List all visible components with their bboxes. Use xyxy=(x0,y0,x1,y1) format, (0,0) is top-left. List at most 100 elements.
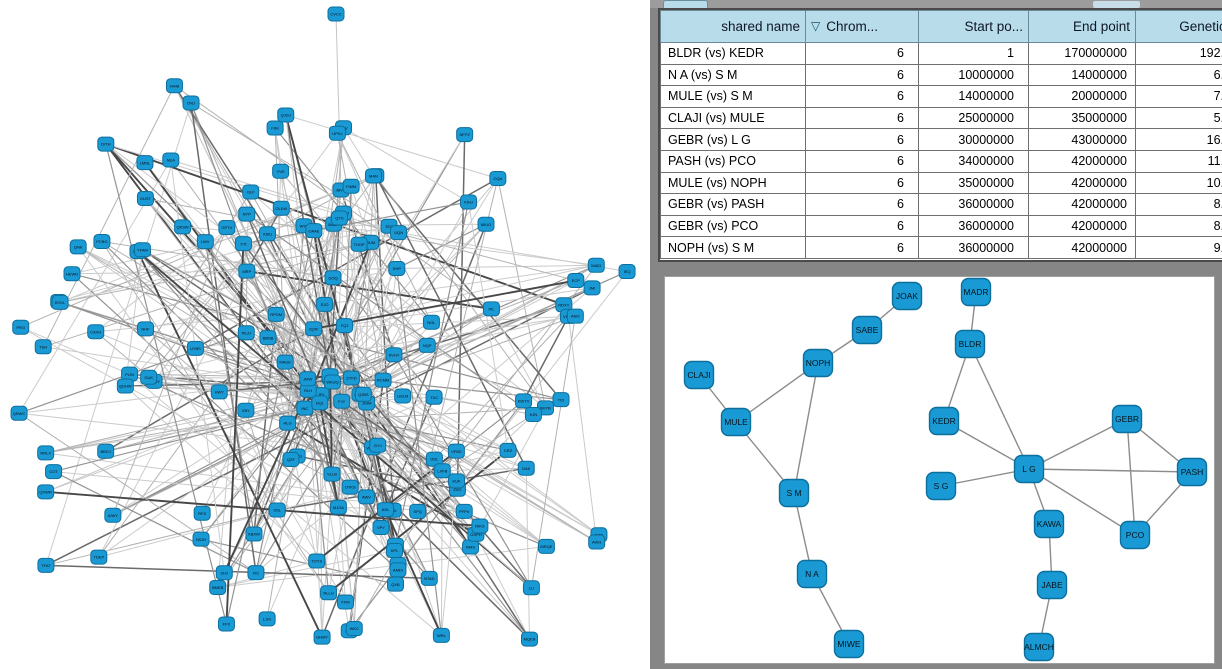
network-node[interactable]: FJY xyxy=(333,393,351,409)
network-node[interactable]: NSJH xyxy=(192,531,210,547)
network-node[interactable]: IUWY xyxy=(104,507,122,523)
cell[interactable]: 6 xyxy=(805,171,919,195)
network-node[interactable]: LSO xyxy=(258,611,276,627)
network-node[interactable]: QKSW xyxy=(174,219,192,235)
network-node[interactable]: PIJN xyxy=(121,366,139,382)
network-node[interactable]: UYBS xyxy=(186,340,204,356)
network-node[interactable]: TXC xyxy=(425,389,443,405)
cell[interactable]: 35000000 xyxy=(918,171,1029,195)
network-edge[interactable] xyxy=(124,249,143,387)
network-node[interactable]: HIHB xyxy=(165,78,183,94)
network-edge[interactable] xyxy=(385,414,534,511)
network-edge[interactable] xyxy=(204,241,600,536)
cell[interactable]: GEBR (vs) L G xyxy=(660,128,806,151)
network-node[interactable]: QTS xyxy=(330,210,348,226)
network-node[interactable]: GUST xyxy=(136,190,154,206)
network-node[interactable]: PFPV xyxy=(455,503,473,519)
network-edge[interactable] xyxy=(182,226,331,377)
cell[interactable]: 25000000 xyxy=(918,106,1029,130)
network-node[interactable]: AWG xyxy=(588,534,606,550)
cell[interactable]: 42000000 xyxy=(1028,171,1136,195)
network-node-SABE[interactable]: SABE xyxy=(851,315,883,345)
network-node[interactable]: ONJ xyxy=(182,95,200,111)
network-edge[interactable] xyxy=(246,213,322,395)
network-node[interactable]: OTKS xyxy=(341,479,359,495)
splitter-handle[interactable] xyxy=(1093,1,1140,8)
network-node-PASH[interactable]: PASH xyxy=(1176,457,1208,487)
network-edge[interactable] xyxy=(45,490,480,527)
network-node[interactable]: QXB xyxy=(387,576,405,592)
network-edge[interactable] xyxy=(332,381,443,472)
cell[interactable]: 192.0 xyxy=(1135,42,1222,65)
network-node[interactable]: LXFB xyxy=(433,463,451,479)
network-node[interactable]: QVWR xyxy=(37,484,55,500)
network-node-KEDR[interactable]: KEDR xyxy=(928,406,960,436)
network-edge[interactable] xyxy=(313,279,576,330)
network-node[interactable]: MRP xyxy=(238,263,256,279)
network-node[interactable]: GHMY xyxy=(313,629,331,645)
network-edge[interactable] xyxy=(20,326,382,528)
network-node[interactable]: MQEB xyxy=(521,631,539,647)
cell[interactable]: 6 xyxy=(805,63,919,87)
network-node[interactable]: CRZ xyxy=(499,442,517,458)
cell[interactable]: 6 xyxy=(805,214,919,238)
network-edge[interactable] xyxy=(255,509,278,573)
network-node[interactable]: NHF xyxy=(137,321,155,337)
network-node[interactable]: YFAM xyxy=(133,242,151,258)
network-node[interactable]: GPTV xyxy=(218,220,236,236)
network-edge[interactable] xyxy=(174,85,492,310)
network-edge[interactable] xyxy=(190,102,257,573)
network-edge[interactable] xyxy=(324,264,597,305)
network-edge[interactable] xyxy=(359,393,527,469)
cell[interactable]: MULE (vs) NOPH xyxy=(660,171,806,195)
network-node[interactable]: ECP xyxy=(567,273,585,289)
network-edge[interactable] xyxy=(153,315,576,382)
network-node[interactable]: OQA xyxy=(489,170,507,186)
network-edge[interactable] xyxy=(343,127,469,203)
network-node[interactable]: SSL xyxy=(268,502,286,518)
network-edge[interactable] xyxy=(328,402,368,593)
network-node[interactable]: INC xyxy=(296,400,314,416)
network-node[interactable]: PEJJ xyxy=(237,325,255,341)
network-node[interactable]: DAK xyxy=(517,460,535,476)
cell[interactable]: 170000000 xyxy=(1028,42,1136,65)
network-edge[interactable] xyxy=(337,186,352,508)
network-node-SG[interactable]: S G xyxy=(925,471,957,501)
network-node[interactable]: QZF xyxy=(282,451,300,467)
network-edge[interactable] xyxy=(359,315,576,395)
cell[interactable]: 11.4 xyxy=(1135,149,1222,173)
network-node[interactable]: JMW xyxy=(299,371,317,387)
network-node-LG[interactable]: L G xyxy=(1013,454,1045,484)
network-node[interactable]: AWV xyxy=(357,489,375,505)
network-edge[interactable] xyxy=(417,511,530,640)
network-edge[interactable] xyxy=(45,102,192,566)
network-edge[interactable] xyxy=(468,201,509,451)
cell[interactable]: 5.9 xyxy=(1135,106,1222,130)
cell[interactable]: 42000000 xyxy=(1028,214,1136,238)
network-node[interactable]: NTAD xyxy=(420,570,438,586)
network-node[interactable]: WKC xyxy=(345,621,363,637)
network-edge[interactable] xyxy=(393,354,532,589)
network-edge-LG-PASH[interactable] xyxy=(1028,468,1193,473)
cell[interactable]: 6 xyxy=(805,236,919,259)
network-edge[interactable] xyxy=(319,402,457,482)
network-edge[interactable] xyxy=(336,133,384,381)
network-node[interactable]: FIC xyxy=(247,565,265,581)
network-node[interactable]: MIUO xyxy=(477,216,495,232)
network-node-MIWE[interactable]: MIWE xyxy=(833,629,865,659)
network-node[interactable]: MJGA xyxy=(329,499,347,515)
network-edge[interactable] xyxy=(20,175,374,328)
cell[interactable]: GEBR (vs) PCO xyxy=(660,214,806,238)
network-node[interactable]: RCMM xyxy=(374,372,392,388)
network-node[interactable]: VPY xyxy=(372,519,390,535)
network-node[interactable]: XSIU xyxy=(259,226,277,242)
cell[interactable]: 1 xyxy=(918,42,1029,65)
network-node[interactable]: WRL xyxy=(432,627,450,643)
network-node[interactable]: BBSB xyxy=(259,330,277,346)
network-edge[interactable] xyxy=(77,246,481,527)
